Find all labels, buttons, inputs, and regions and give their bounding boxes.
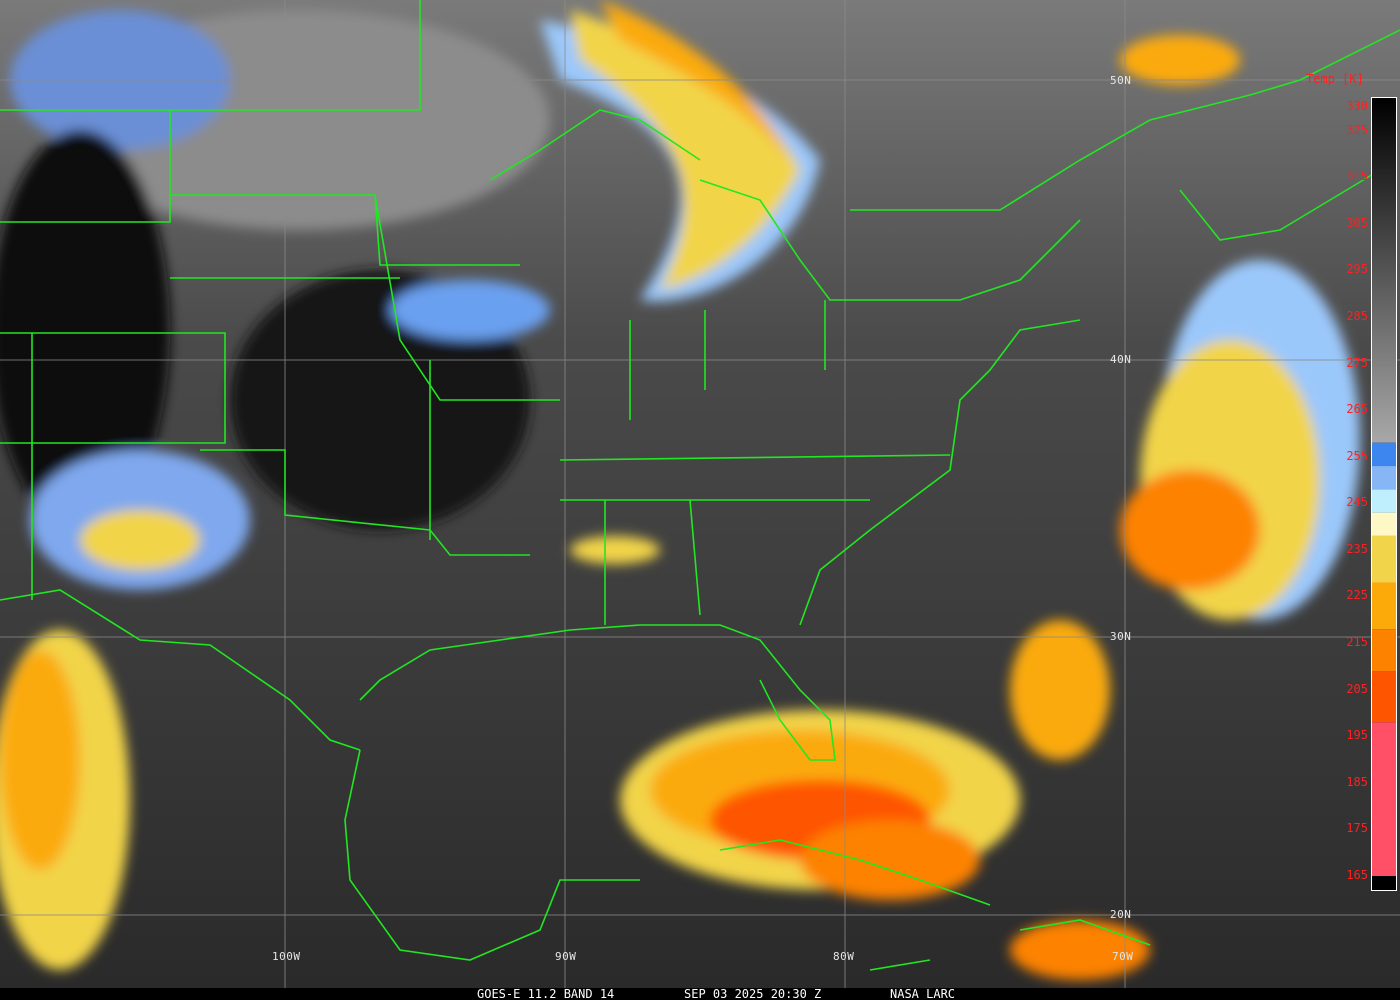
colorbar-tick-label: 195: [1346, 728, 1368, 743]
colorbar-tick-label: 325: [1346, 122, 1368, 137]
colorbar-title: Temp [K]: [1306, 72, 1364, 86]
longitude-label: 90W: [555, 950, 577, 963]
latitude-label: 30N: [1110, 630, 1132, 643]
colorbar-tick-label: 225: [1346, 588, 1368, 603]
colorbar: [1371, 97, 1397, 891]
colorbar-segment: [1372, 98, 1396, 443]
colorbar-segment: [1372, 535, 1396, 583]
colorbar-segment: [1372, 466, 1396, 490]
longitude-label: 100W: [272, 950, 301, 963]
colorbar-tick-label: 215: [1346, 635, 1368, 650]
caption-datetime: SEP 03 2025 20:30 Z: [684, 987, 822, 1000]
colorbar-tick-label: 265: [1346, 402, 1368, 417]
colorbar-tick-label: 175: [1346, 821, 1368, 836]
colorbar-tick-label: 165: [1346, 868, 1368, 883]
colorbar-segment: [1372, 582, 1396, 630]
colorbar-segment: [1372, 489, 1396, 513]
caption-product: GOES-E 11.2 BAND 14: [477, 987, 615, 1000]
colorbar-segment: [1372, 629, 1396, 672]
latitude-label: 50N: [1110, 74, 1132, 87]
colorbar-segment: [1372, 442, 1396, 467]
latitude-label: 20N: [1110, 908, 1132, 921]
colorbar-tick-label: 285: [1346, 308, 1368, 323]
colorbar-tick-label: 245: [1346, 495, 1368, 510]
colorbar-tick-label: 330: [1346, 99, 1368, 114]
colorbar-tick-label: 275: [1346, 355, 1368, 370]
caption-source: NASA LARC: [890, 987, 956, 1000]
colorbar-tick-label: 205: [1346, 681, 1368, 696]
colorbar-segment: [1372, 876, 1396, 890]
colorbar-tick-label: 295: [1346, 262, 1368, 277]
political-boundaries: [0, 0, 1400, 971]
colorbar-tick-label: 185: [1346, 774, 1368, 789]
latitude-label: 40N: [1110, 353, 1132, 366]
colorbar-tick-label: 255: [1346, 448, 1368, 463]
colorbar-segment: [1372, 671, 1396, 723]
colorbar-tick-label: 235: [1346, 541, 1368, 556]
caption-bar: GOES-E 11.2 BAND 14 SEP 03 2025 20:30 Z …: [0, 988, 1400, 1000]
longitude-label: 70W: [1112, 950, 1134, 963]
longitude-label: 80W: [833, 950, 855, 963]
colorbar-segment: [1372, 722, 1396, 877]
colorbar-segment: [1372, 512, 1396, 536]
colorbar-tick-label: 305: [1346, 215, 1368, 230]
colorbar-tick-label: 315: [1346, 169, 1368, 184]
